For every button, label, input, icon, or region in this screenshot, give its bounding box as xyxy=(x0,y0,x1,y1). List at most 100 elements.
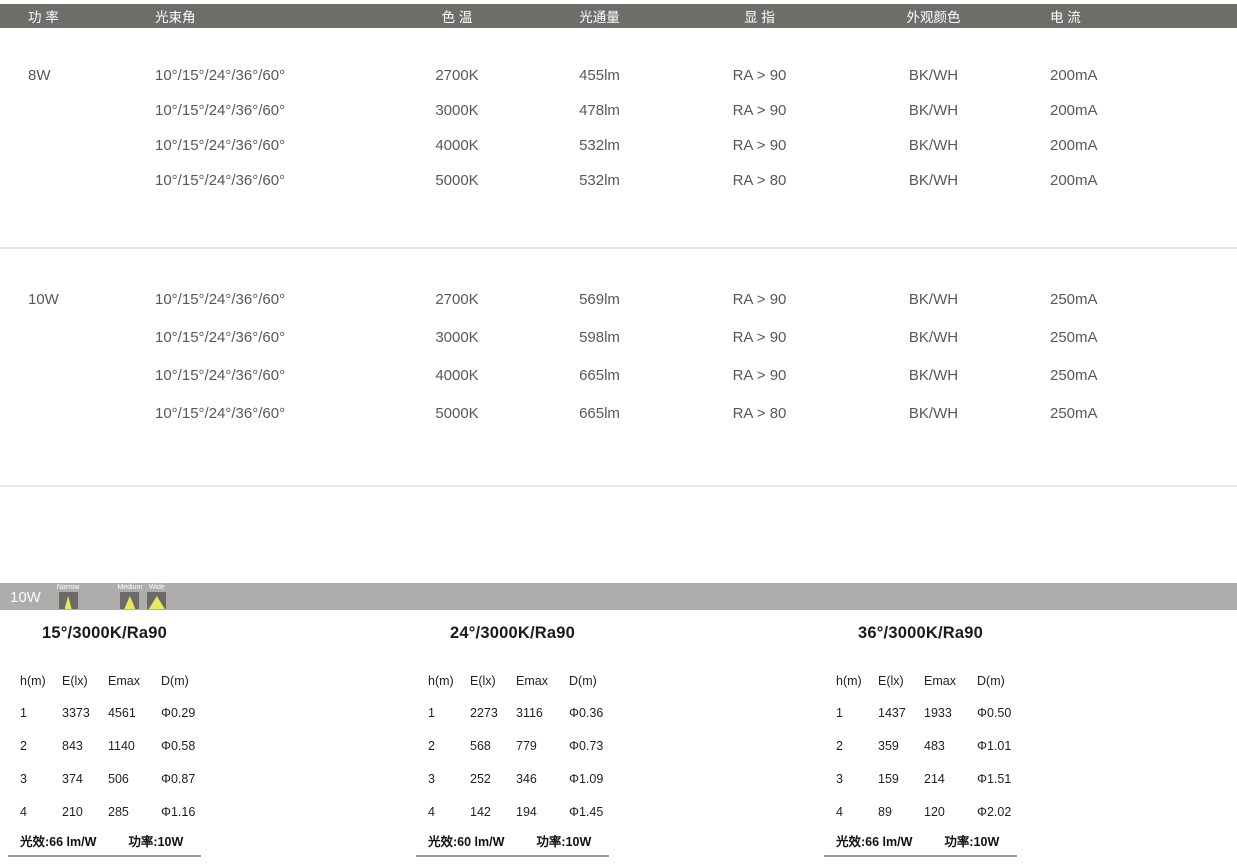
table-row: 4 210 285 Φ1.16 xyxy=(20,804,196,819)
datasheet-page: 功 率 光束角 色 温 光通量 显 指 外观颜色 电 流 8W 10°/15°/… xyxy=(0,4,1237,868)
beam-medium-icon: Medium xyxy=(117,583,142,609)
color-temp-cell: 4000K xyxy=(435,137,479,154)
table-row: 4 89 120 Φ2.02 xyxy=(836,804,1012,819)
current-cell: 200mA xyxy=(1050,172,1098,189)
flux-cell: 532lm xyxy=(579,137,620,154)
wattage-badge: 10W xyxy=(10,589,41,606)
col-header-cri: 显 指 xyxy=(744,10,775,25)
col-header-beam-angle: 光束角 xyxy=(155,10,196,25)
col-header-color-temp: 色 温 xyxy=(441,10,473,25)
finish-cell: BK/WH xyxy=(908,102,959,119)
power-value: 功率:10W xyxy=(944,834,1000,849)
finish-cell: BK/WH xyxy=(908,366,959,384)
beam-icon-label: Medium xyxy=(117,584,143,591)
col-h: h(m) xyxy=(428,674,454,688)
power-value: 功率:10W xyxy=(128,834,184,849)
photometric-table-36deg: 36°/3000K/Ra90 h(m) E(lx) Emax D(m) 1 14… xyxy=(824,623,1017,857)
table-footer: 光效:60 lm/W 功率:10W xyxy=(416,830,609,857)
photometric-header-bar: 10W Narrow Medium Wide xyxy=(0,583,1237,610)
beam-angle-cell: 10°/15°/24°/36°/60° xyxy=(155,102,286,119)
beam-medium-glyph xyxy=(120,592,140,609)
table-row: 10°/15°/24°/36°/60° 4000K 665lm RA > 90 … xyxy=(0,356,1237,394)
beam-narrow-icon: Narrow xyxy=(56,583,80,609)
finish-cell: BK/WH xyxy=(908,328,959,346)
section-divider xyxy=(0,485,1237,487)
cri-cell: RA > 90 xyxy=(732,67,787,84)
table-title: 24°/3000K/Ra90 xyxy=(450,624,575,642)
finish-cell: BK/WH xyxy=(908,137,959,154)
table-row: 10°/15°/24°/36°/60° 4000K 532lm RA > 90 … xyxy=(0,128,1237,163)
cri-cell: RA > 80 xyxy=(732,172,787,189)
flux-cell: 478lm xyxy=(579,102,620,119)
col-e: E(lx) xyxy=(878,674,904,688)
col-emax: Emax xyxy=(924,674,956,688)
spec-group-8w: 8W 10°/15°/24°/36°/60° 2700K 455lm RA > … xyxy=(0,28,1237,198)
beam-angle-cell: 10°/15°/24°/36°/60° xyxy=(155,290,286,308)
group-divider xyxy=(0,247,1237,249)
table-title: 15°/3000K/Ra90 xyxy=(42,624,167,642)
finish-cell: BK/WH xyxy=(908,172,959,189)
beam-wide-icon: Wide xyxy=(147,583,167,609)
col-header-power: 功 率 xyxy=(28,10,59,25)
table-row: 3 252 346 Φ1.09 xyxy=(428,771,604,786)
col-emax: Emax xyxy=(516,674,548,688)
color-temp-cell: 5000K xyxy=(435,404,479,422)
beam-icon-label: Wide xyxy=(148,584,165,591)
flux-cell: 665lm xyxy=(579,404,620,422)
beam-wide-glyph xyxy=(147,592,167,609)
col-d: D(m) xyxy=(569,674,597,688)
cri-cell: RA > 90 xyxy=(732,137,787,154)
current-cell: 250mA xyxy=(1050,290,1098,308)
color-temp-cell: 4000K xyxy=(435,366,479,384)
flux-cell: 598lm xyxy=(579,328,620,346)
table-row: 10°/15°/24°/36°/60° 3000K 598lm RA > 90 … xyxy=(0,318,1237,356)
color-temp-cell: 2700K xyxy=(435,290,479,308)
table-title: 36°/3000K/Ra90 xyxy=(858,624,983,642)
table-row: 2 359 483 Φ1.01 xyxy=(836,738,1012,753)
table-row: 3 374 506 Φ0.87 xyxy=(20,771,196,786)
color-temp-cell: 5000K xyxy=(435,172,479,189)
col-header-flux: 光通量 xyxy=(579,10,620,25)
table-row: 10°/15°/24°/36°/60° 5000K 532lm RA > 80 … xyxy=(0,163,1237,198)
table-row: 3 159 214 Φ1.51 xyxy=(836,771,1012,786)
current-cell: 200mA xyxy=(1050,102,1098,119)
finish-cell: BK/WH xyxy=(908,67,959,84)
beam-angle-cell: 10°/15°/24°/36°/60° xyxy=(155,328,286,346)
table-row: 10°/15°/24°/36°/60° 5000K 665lm RA > 80 … xyxy=(0,394,1237,432)
col-d: D(m) xyxy=(161,674,189,688)
table-column-headers: h(m) E(lx) Emax D(m) xyxy=(416,674,609,688)
flux-cell: 569lm xyxy=(579,290,620,308)
current-cell: 200mA xyxy=(1050,137,1098,154)
cri-cell: RA > 90 xyxy=(732,366,787,384)
power-label: 8W xyxy=(28,67,51,84)
color-temp-cell: 2700K xyxy=(435,67,479,84)
table-body: 1 2273 3116 Φ0.36 2 568 779 Φ0.73 3 252 … xyxy=(416,696,609,828)
table-row: 2 568 779 Φ0.73 xyxy=(428,738,604,753)
table-row: 8W 10°/15°/24°/36°/60° 2700K 455lm RA > … xyxy=(0,58,1237,93)
table-row: 4 142 194 Φ1.45 xyxy=(428,804,604,819)
table-row: 10°/15°/24°/36°/60° 3000K 478lm RA > 90 … xyxy=(0,93,1237,128)
photometric-table-15deg: 15°/3000K/Ra90 h(m) E(lx) Emax D(m) 1 33… xyxy=(8,623,201,857)
spec-table-header: 功 率 光束角 色 温 光通量 显 指 外观颜色 电 流 xyxy=(0,4,1237,28)
col-e: E(lx) xyxy=(62,674,88,688)
photometric-tables: 15°/3000K/Ra90 h(m) E(lx) Emax D(m) 1 33… xyxy=(0,623,1237,857)
beam-icon-label: Narrow xyxy=(56,584,80,591)
table-row: 1 3373 4561 Φ0.29 xyxy=(20,705,196,720)
table-row: 2 843 1140 Φ0.58 xyxy=(20,738,196,753)
current-cell: 250mA xyxy=(1050,366,1098,384)
power-label: 10W xyxy=(28,290,59,308)
flux-cell: 665lm xyxy=(579,366,620,384)
cri-cell: RA > 90 xyxy=(732,290,787,308)
table-body: 1 3373 4561 Φ0.29 2 843 1140 Φ0.58 3 374… xyxy=(8,696,201,828)
beam-angle-cell: 10°/15°/24°/36°/60° xyxy=(155,404,286,422)
table-row: 1 1437 1933 Φ0.50 xyxy=(836,705,1012,720)
table-footer: 光效:66 lm/W 功率:10W xyxy=(8,830,201,857)
efficacy-value: 光效:66 lm/W xyxy=(836,834,913,849)
col-h: h(m) xyxy=(20,674,46,688)
table-column-headers: h(m) E(lx) Emax D(m) xyxy=(8,674,201,688)
photometric-table-24deg: 24°/3000K/Ra90 h(m) E(lx) Emax D(m) 1 22… xyxy=(416,623,609,857)
power-value: 功率:10W xyxy=(536,834,592,849)
cri-cell: RA > 80 xyxy=(732,404,787,422)
cri-cell: RA > 90 xyxy=(732,102,787,119)
color-temp-cell: 3000K xyxy=(435,102,479,119)
